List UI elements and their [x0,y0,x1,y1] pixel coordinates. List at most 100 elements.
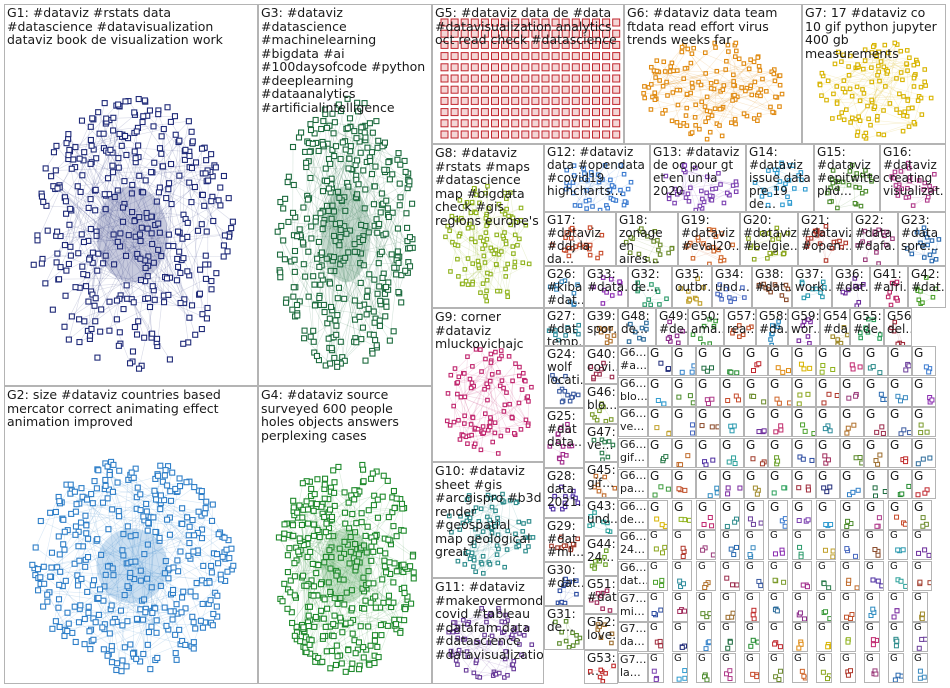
small-group-tile: G [864,653,880,683]
small-group-tile: G [672,622,688,653]
small-group-word: da… [620,635,645,649]
group-g53-panel: G53: … [584,650,618,684]
small-group-tile: G [768,438,792,469]
group-g13-label: G13: #dataviz de oc pour gt et en un la … [653,145,744,198]
small-group-nodes [725,610,735,620]
small-group-nodes [796,639,804,651]
small-group-tag: G [842,346,852,360]
small-group-tile: G [648,560,668,591]
small-group-nodes [676,486,688,493]
small-group-nodes [725,393,742,403]
group-g20-nodes [746,225,791,262]
small-group-nodes [821,391,839,406]
small-group-tile: G [864,591,880,622]
small-group-tag: G [698,530,706,542]
group-g17-nodes [550,225,605,261]
small-group-tag: G6… [620,560,647,574]
small-group-tile: G [792,653,808,683]
small-group-nodes [702,457,716,468]
small-group-tag: G [890,407,900,422]
small-group-nodes [916,637,927,652]
small-group-tile: G [864,468,888,499]
small-group-tag: G [794,438,804,453]
small-group-tag: G [866,499,876,514]
small-group-nodes [676,392,695,406]
small-group-tag: G [818,499,828,514]
group-g27-panel: G27: #dat temp… [544,308,584,346]
small-group-nodes [927,394,935,405]
small-group-nodes [870,637,879,648]
small-group-nodes [679,643,687,651]
group-g59-nodes [796,317,813,345]
small-group-tile: G6… gif… [618,438,648,469]
group-g19-panel: G19: #dataviz #eval20… [678,212,740,266]
small-group-tile: G [816,438,840,469]
small-group-nodes [653,545,667,556]
group-g51-panel: G51: #dat… [584,576,618,614]
small-group-nodes [749,393,767,405]
small-group-tag: G [746,376,756,391]
small-group-nodes [704,396,715,406]
small-group-tag: G7… [620,622,647,636]
small-group-tile: G [696,530,716,561]
small-group-tile: G [792,591,808,622]
group-g22-panel: G22: #data #dafa… [852,212,898,266]
small-group-tag: G [866,653,874,664]
small-group-tag: G [842,499,852,514]
group-g47-panel: G47: ve… [584,424,618,462]
small-group-tag: G [914,560,922,572]
small-group-tile: G [840,407,864,438]
small-group-tag: G [650,346,660,360]
group-g23-label: G23: #data spre… [901,213,942,253]
small-group-tile: G [816,407,840,438]
small-group-tile: G [744,591,760,622]
small-group-tile: G [816,468,840,499]
small-group-tile: G [672,438,696,469]
small-group-nodes [797,545,804,560]
small-group-tag: G [746,591,754,603]
small-group-tag: G [746,438,756,453]
small-group-tile: G [672,376,696,407]
small-group-nodes [728,545,739,558]
group-g24-label: G24: wolf locati… [547,347,583,387]
small-group-tile: G [648,376,672,407]
group-g1-nodes [30,95,236,372]
group-g51-label: G51: #dat… [587,577,617,604]
small-group-tag: G6… [620,530,647,544]
small-group-nodes [651,668,660,682]
small-group-tile: G [816,346,840,376]
small-group-nodes [868,606,877,618]
small-group-nodes [874,424,886,437]
small-group-tag: G [770,499,780,514]
group-g43-label: G43: und… [587,499,617,526]
small-group-tag: G [794,653,802,664]
small-group-word: pa… [620,481,645,495]
small-group-nodes [844,611,855,621]
small-group-word: ve… [620,420,645,434]
small-group-tile: G [696,560,716,591]
small-group-tag: G [890,499,900,514]
small-group-tile: G6… #a… [618,346,648,376]
group-g38-label: G38: #dat… [755,267,791,294]
small-group-nodes [701,514,715,528]
group-g18-nodes [623,226,675,264]
small-group-tile: G [672,499,692,530]
small-group-tile: G [768,653,784,683]
small-group-tile: G [768,530,788,561]
group-g54-nodes [830,325,849,345]
group-g36-label: G36: #dat… [835,267,869,294]
small-group-tag: G [722,438,732,453]
group-g42-label: G42: #dat… [911,267,945,294]
small-group-tile: G [840,591,856,622]
group-g5-panel: G5: #dataviz data de #data #datavisualiz… [432,4,624,144]
small-group-tile: G [720,560,740,591]
small-group-nodes [679,363,695,375]
small-group-tag: G [818,438,828,453]
group-g11-nodes [446,605,535,680]
small-group-tag: G [746,346,756,360]
group-g4-label: G4: #dataviz source surveyed 600 people … [261,387,403,443]
small-group-tile: G [744,438,768,469]
group-g22-label: G22: #data #dafa… [855,213,897,253]
group-g35-panel: G35: outbr… [672,266,712,308]
group-g34-label: G34: und… [715,267,750,294]
